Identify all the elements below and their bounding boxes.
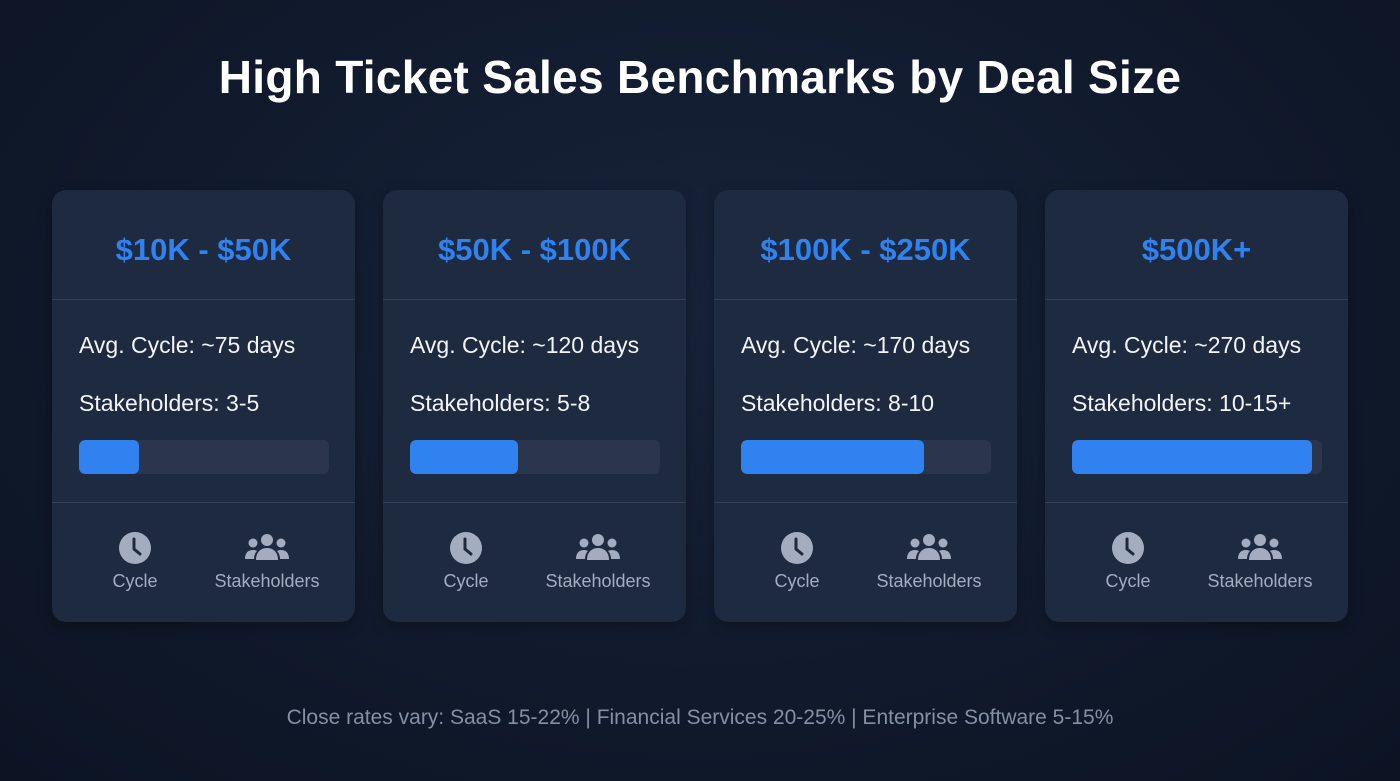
progress-bar [741,440,991,474]
progress-bar [79,440,329,474]
page-title: High Ticket Sales Benchmarks by Deal Siz… [218,51,1182,103]
deal-range: $500K+ [1045,190,1348,300]
clock-icon [450,532,482,564]
deal-range: $100K - $250K [714,190,1017,300]
progress-fill [1072,440,1312,474]
clock-icon [119,532,151,564]
users-icon [245,534,289,560]
stakeholders-label: Stakeholders [214,571,320,591]
stakeholders-count: Stakeholders: 3-5 [79,390,260,416]
stakeholders-count: Stakeholders: 10-15+ [1072,390,1292,416]
deal-range: $10K - $50K [52,190,355,300]
cycle-indicator: Cycle [764,531,830,592]
progress-bar [410,440,660,474]
stakeholders-label: Stakeholders [1207,571,1313,591]
deal-size-card: $10K - $50K Avg. Cycle: ~75 days Stakeho… [52,190,355,622]
stakeholders-indicator: Stakeholders [202,531,332,592]
deal-size-card: $100K - $250K Avg. Cycle: ~170 days Stak… [714,190,1017,622]
deal-range: $50K - $100K [383,190,686,300]
clock-icon [781,532,813,564]
progress-bar [1072,440,1322,474]
stakeholders-count: Stakeholders: 8-10 [741,390,935,416]
stakeholders-indicator: Stakeholders [1195,531,1325,592]
progress-fill [741,440,924,474]
users-icon [576,534,620,560]
cycle-label: Cycle [443,571,489,591]
card-footer: Cycle Stakeholders [714,502,1017,622]
cycle-label: Cycle [112,571,158,591]
cycle-indicator: Cycle [102,531,168,592]
avg-cycle: Avg. Cycle: ~75 days [79,332,296,358]
card-footer: Cycle Stakeholders [383,502,686,622]
users-icon [907,534,951,560]
progress-fill [410,440,518,474]
deal-size-card: $500K+ Avg. Cycle: ~270 days Stakeholder… [1045,190,1348,622]
deal-size-card: $50K - $100K Avg. Cycle: ~120 days Stake… [383,190,686,622]
card-footer: Cycle Stakeholders [1045,502,1348,622]
avg-cycle: Avg. Cycle: ~170 days [741,332,971,358]
cycle-indicator: Cycle [1095,531,1161,592]
stakeholders-indicator: Stakeholders [864,531,994,592]
avg-cycle: Avg. Cycle: ~270 days [1072,332,1302,358]
stakeholders-label: Stakeholders [876,571,982,591]
cycle-label: Cycle [774,571,820,591]
progress-fill [79,440,139,474]
cycle-indicator: Cycle [433,531,499,592]
avg-cycle: Avg. Cycle: ~120 days [410,332,640,358]
stakeholders-count: Stakeholders: 5-8 [410,390,591,416]
stakeholders-indicator: Stakeholders [533,531,663,592]
cycle-label: Cycle [1105,571,1151,591]
card-footer: Cycle Stakeholders [52,502,355,622]
stakeholders-label: Stakeholders [545,571,651,591]
users-icon [1238,534,1282,560]
cards: $10K - $50K Avg. Cycle: ~75 days Stakeho… [52,190,1348,622]
footer-note: Close rates vary: SaaS 15-22% | Financia… [286,706,1114,729]
clock-icon [1112,532,1144,564]
